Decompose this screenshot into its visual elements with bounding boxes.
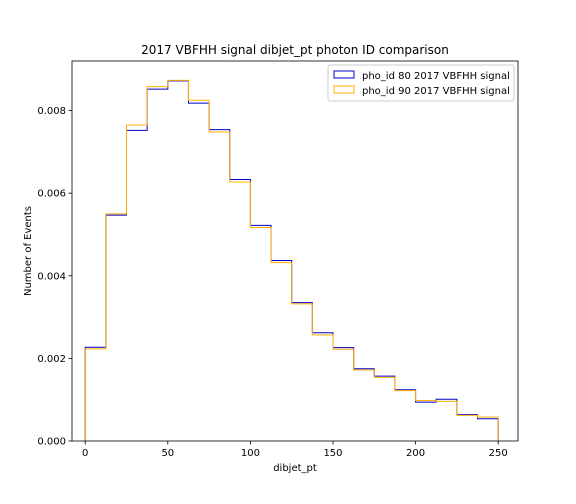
y-axis-label: Number of Events: [23, 206, 34, 296]
series-line-2: [84, 79, 499, 441]
x-tick-label: 0: [82, 448, 88, 459]
x-tick-label: 200: [406, 448, 425, 459]
x-tick-label: 50: [161, 448, 174, 459]
y-axis: 0.000 0.002 0.004 0.006 0.008: [37, 106, 72, 448]
legend-swatch: [333, 70, 355, 79]
x-axis: 0 50 100 150 200 250: [82, 441, 508, 459]
y-tick-label: 0.000: [37, 437, 66, 448]
x-axis-label: dibjet_pt: [273, 463, 317, 474]
x-tick-label: 250: [489, 448, 508, 459]
legend: pho_id 80 2017 VBFHH signal pho_id 90 201…: [327, 64, 515, 102]
y-tick-label: 0.006: [37, 189, 66, 200]
legend-box: [327, 64, 515, 102]
plot-frame: [71, 60, 519, 442]
series-line-1: [84, 80, 499, 441]
x-tick-label: 100: [241, 448, 260, 459]
y-tick-label: 0.002: [37, 354, 66, 365]
chart-title: 2017 VBFHH signal dibjet_pt photon ID co…: [141, 43, 449, 57]
plot-area: [84, 79, 499, 441]
y-tick-label: 0.008: [37, 106, 66, 117]
legend-swatch: [333, 85, 355, 94]
y-tick-label: 0.004: [37, 271, 66, 282]
legend-label: pho_id 90 2017 VBFHH signal: [362, 86, 510, 97]
legend-label: pho_id 80 2017 VBFHH signal: [362, 71, 510, 82]
x-tick-label: 150: [323, 448, 342, 459]
